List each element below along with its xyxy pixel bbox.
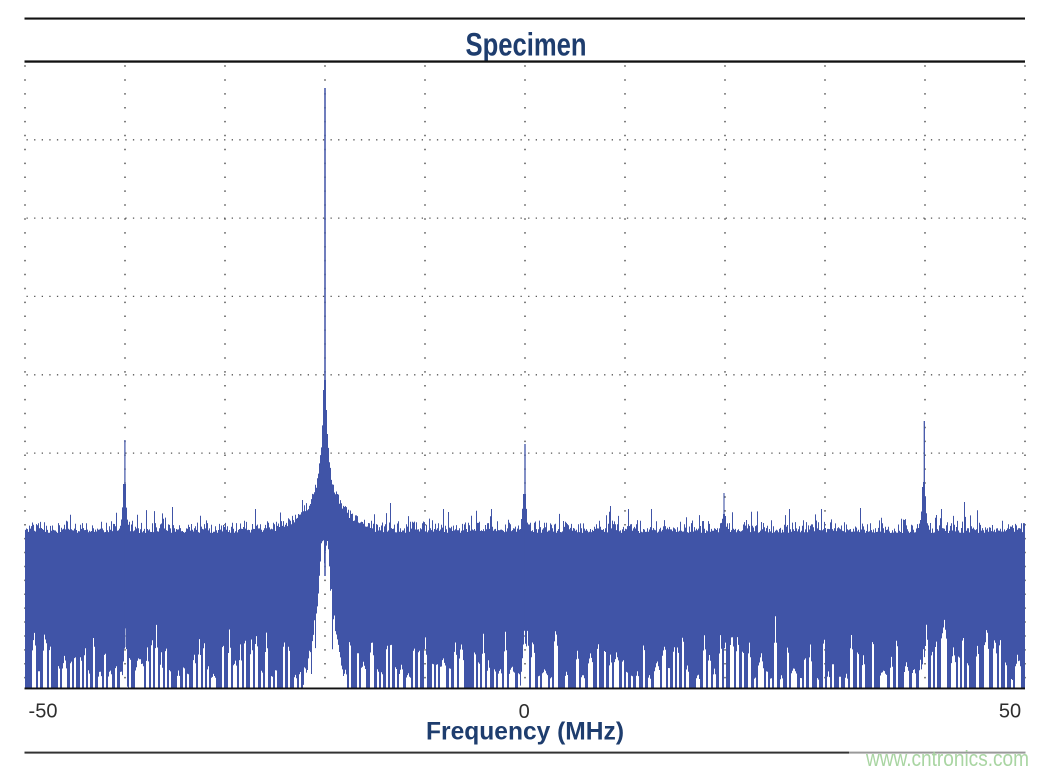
svg-text:0: 0	[519, 701, 530, 723]
svg-text:Specimen: Specimen	[466, 27, 587, 63]
svg-text:50: 50	[999, 701, 1021, 723]
svg-text:www.cntronics.com: www.cntronics.com	[865, 746, 1029, 771]
svg-text:-50: -50	[29, 701, 58, 723]
svg-text:Frequency (MHz): Frequency (MHz)	[426, 718, 624, 746]
